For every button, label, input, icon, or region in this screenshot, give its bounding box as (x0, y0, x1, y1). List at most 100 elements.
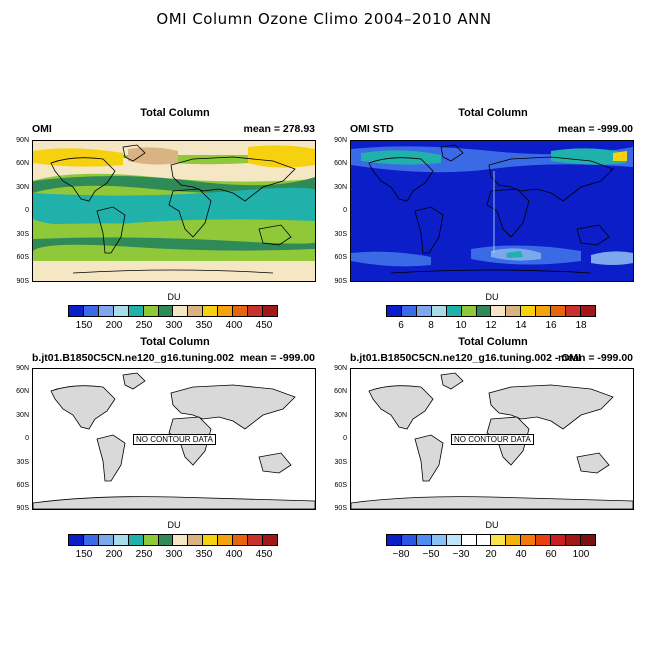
panel-4-colorbar-label: −50 (422, 549, 440, 560)
panel-4-mean: mean = -999.00 (557, 352, 633, 364)
panel-3-lat-30s: 30S (16, 459, 29, 466)
colorbar-swatch (446, 535, 462, 545)
colorbar-swatch (506, 306, 522, 316)
colorbar-swatch (218, 535, 234, 545)
panel-3-colorbar-label: 200 (105, 549, 123, 560)
panel-4-colorbar (386, 534, 596, 546)
panel-2-left-label: OMI STD (350, 123, 394, 135)
panel-3-mean: mean = -999.00 (239, 352, 315, 364)
panel-1-colorbar-label: 250 (135, 320, 153, 331)
panel-4-lat-30n: 30N (334, 412, 347, 419)
panel-2-colorbar-label: 16 (545, 320, 557, 331)
panel-2-colorbar-label: 8 (428, 320, 434, 331)
colorbar-swatch (506, 535, 522, 545)
colorbar-swatch (98, 306, 114, 316)
panel-2-lat-90s: 90S (334, 278, 347, 285)
panel-3-colorbar-label: 350 (195, 549, 213, 560)
colorbar-swatch (461, 535, 477, 545)
panel-1-colorbar-label: 450 (255, 320, 273, 331)
panel-3-lat-60s: 60S (16, 482, 29, 489)
panel-1-lat-30n: 30N (16, 184, 29, 191)
colorbar-swatch (580, 306, 595, 316)
colorbar-swatch (551, 306, 567, 316)
colorbar-swatch (143, 306, 159, 316)
panel-1-title: Total Column (140, 107, 210, 119)
panel-2-colorbar-title: DU (485, 292, 499, 302)
colorbar-swatch (262, 306, 277, 316)
panel-4-colorbar-label: −30 (452, 549, 470, 560)
colorbar-swatch (416, 306, 432, 316)
panel-2-lat-60n: 60N (334, 160, 347, 167)
colorbar-swatch (98, 535, 114, 545)
panel-1-left-label: OMI (32, 123, 52, 135)
panel-2-colorbar-label: 12 (485, 320, 497, 331)
panel-3-colorbar-label: 250 (135, 549, 153, 560)
panel-2-lat-90n: 90N (334, 137, 347, 144)
colorbar-swatch (128, 306, 144, 316)
panel-4-lat-90s: 90S (334, 505, 347, 512)
panel-4-colorbar-label: 60 (545, 549, 557, 560)
panel-4-colorbar-label: −80 (392, 549, 410, 560)
panel-2-mean: mean = -999.00 (557, 123, 633, 135)
panel-2-colorbar-label: 6 (398, 320, 404, 331)
colorbar-swatch (158, 535, 174, 545)
colorbar-swatch (401, 306, 417, 316)
panel-1-colorbar-label: 200 (105, 320, 123, 331)
colorbar-swatch (491, 535, 507, 545)
colorbar-swatch (431, 306, 447, 316)
panel-3-title: Total Column (140, 336, 210, 348)
colorbar-swatch (188, 306, 204, 316)
colorbar-swatch (218, 306, 234, 316)
panel-2-lat-30s: 30S (334, 231, 347, 238)
panel-1-colorbar-label: 300 (165, 320, 183, 331)
colorbar-swatch (113, 306, 129, 316)
panel-4-left-label: b.jt01.B1850C5CN.ne120_g16.tuning.002 - … (350, 352, 582, 364)
colorbar-swatch (248, 535, 263, 545)
panel-2-lat-30n: 30N (334, 184, 347, 191)
colorbar-swatch (536, 535, 552, 545)
colorbar-swatch (173, 535, 189, 545)
panel-3-lat-30n: 30N (16, 412, 29, 419)
panel-1-colorbar-label: 350 (195, 320, 213, 331)
panel-4-lat-90n: 90N (334, 365, 347, 372)
panel-2-title: Total Column (458, 107, 528, 119)
colorbar-swatch (158, 306, 174, 316)
colorbar-swatch (83, 306, 99, 316)
colorbar-swatch (387, 535, 402, 545)
colorbar-swatch (431, 535, 447, 545)
colorbar-swatch (536, 306, 552, 316)
panel-2-colorbar-label: 14 (515, 320, 527, 331)
colorbar-swatch (128, 535, 144, 545)
panel-4-colorbar-label: 40 (515, 549, 527, 560)
colorbar-swatch (173, 306, 189, 316)
panel-1-lat-0: 0 (25, 207, 29, 214)
panel-1-lat-60s: 60S (16, 254, 29, 261)
colorbar-swatch (476, 535, 492, 545)
panel-2-lat-60s: 60S (334, 254, 347, 261)
panel-3-colorbar-label: 300 (165, 549, 183, 560)
colorbar-swatch (262, 535, 277, 545)
panel-3-lat-90s: 90S (16, 505, 29, 512)
colorbar-swatch (69, 306, 84, 316)
colorbar-swatch (69, 535, 84, 545)
colorbar-swatch (566, 535, 581, 545)
panel-4-lat-60s: 60S (334, 482, 347, 489)
panel-1-colorbar-label: 400 (225, 320, 243, 331)
colorbar-swatch (401, 535, 417, 545)
panel-3-lat-90n: 90N (16, 365, 29, 372)
panel-3-colorbar-label: 400 (225, 549, 243, 560)
panel-4-lat-0: 0 (343, 435, 347, 442)
panel-3-colorbar (68, 534, 278, 546)
panel-1-map (32, 140, 316, 282)
colorbar-swatch (248, 306, 263, 316)
panel-1-colorbar-label: 150 (75, 320, 93, 331)
colorbar-swatch (446, 306, 462, 316)
panel-1-colorbar-title: DU (167, 292, 181, 302)
colorbar-swatch (188, 535, 204, 545)
panel-1-lat-90s: 90S (16, 278, 29, 285)
panel-1-lat-90n: 90N (16, 137, 29, 144)
figure-title: OMI Column Ozone Climo 2004–2010 ANN (156, 10, 492, 28)
panel-1-mean: mean = 278.93 (243, 123, 315, 135)
colorbar-swatch (580, 535, 595, 545)
colorbar-swatch (233, 535, 249, 545)
